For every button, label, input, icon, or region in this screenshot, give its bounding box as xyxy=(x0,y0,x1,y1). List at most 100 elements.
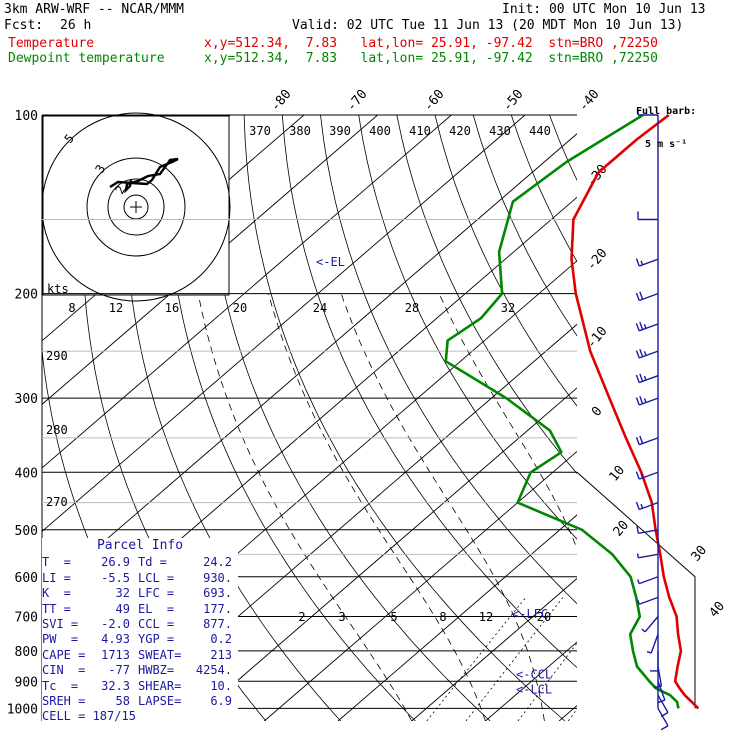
parcel-info-row: SREH = 58 LAPSE= 6.9 xyxy=(42,694,238,709)
parcel-param-label: CAPE = xyxy=(42,647,86,662)
pressure-tick-label: 800 xyxy=(15,645,38,660)
wind-barb xyxy=(635,395,659,406)
barb-legend-line1: Full barb: xyxy=(636,106,697,117)
parcel-param-value: 26.9 xyxy=(101,555,130,570)
barb-flag xyxy=(637,599,640,605)
parcel-info-title: Parcel Info xyxy=(96,538,184,553)
wind-barb xyxy=(635,471,659,480)
barb-flag xyxy=(635,436,640,445)
barb-staff xyxy=(638,397,659,406)
level-marker: <-CCL xyxy=(516,668,552,682)
theta-label: 280 xyxy=(46,423,68,437)
parcel-param-label: CIN = xyxy=(42,663,86,678)
barb-staff xyxy=(650,634,659,654)
pressure-tick-label: 400 xyxy=(15,466,38,481)
hodograph-ring xyxy=(107,178,165,236)
parcel-param-value: 693. xyxy=(203,586,232,601)
wind-barb xyxy=(637,596,659,605)
isotherm-line xyxy=(42,133,577,596)
theta-e-label: 440 xyxy=(529,124,551,138)
parcel-param-label: SREH = xyxy=(42,694,86,709)
parcel-param-label: Td = xyxy=(138,555,167,570)
hodograph-axis-label: 28 xyxy=(405,301,419,315)
parcel-param-label: TT = xyxy=(42,601,71,616)
isotherm-line xyxy=(42,115,452,469)
parcel-info-row: PW = 4.93 YGP = 0.2 xyxy=(42,632,238,647)
isotherm-line xyxy=(42,115,378,405)
barb-flag xyxy=(635,471,640,480)
wind-barb xyxy=(636,525,659,534)
parcel-param-label: SVI = xyxy=(42,617,79,632)
hodograph-ring xyxy=(86,157,186,257)
mixing-ratio-line xyxy=(465,597,564,721)
level-marker: <-LCL xyxy=(516,683,552,697)
barb-flag xyxy=(643,375,647,381)
isotherm-label: 20 xyxy=(611,518,633,540)
barb-flag xyxy=(639,291,644,300)
pressure-tick-label: 1000 xyxy=(7,702,38,717)
legend-dewpoint-info: x,y=512.34, 7.83 lat,lon= 25.91, -97.42 … xyxy=(204,51,658,66)
level-marker: <-EL xyxy=(316,255,345,269)
barb-flag xyxy=(635,501,640,510)
wind-barb xyxy=(637,211,658,221)
barb-staff xyxy=(638,553,659,559)
parcel-info-rows: T = 26.9 Td = 24.2 LI = -5.5 LCL = 930. K = 32 LFC… xyxy=(42,555,238,709)
parcel-param-value: 4.93 xyxy=(101,632,130,647)
isotherm-line xyxy=(633,115,740,721)
parcel-param-value: 10. xyxy=(210,678,232,693)
theta-e-label: 420 xyxy=(449,124,471,138)
pressure-tick-label: 500 xyxy=(15,524,38,539)
dry-adiabat-line xyxy=(205,115,491,721)
parcel-param-value: -77 xyxy=(108,663,130,678)
wind-barb xyxy=(657,694,669,718)
parcel-param-label: HWBZ= xyxy=(138,663,175,678)
parcel-param-label: PW = xyxy=(42,632,79,647)
hodograph-axis-label: 8 xyxy=(68,301,75,315)
parcel-param-value: 32 xyxy=(115,586,130,601)
profiles: <-EL <-LFC <-CCL<-LCL xyxy=(316,113,700,710)
barb-staff xyxy=(638,350,659,359)
moist-adiabat-line xyxy=(197,293,413,721)
moist-adiabat-line xyxy=(340,293,545,721)
isotherm-line xyxy=(707,115,740,721)
mixing-ratio-label: 20 xyxy=(537,610,551,624)
theta-e-label: 370 xyxy=(249,124,271,138)
hodograph-axis-label: 24 xyxy=(313,301,327,315)
barb-flag xyxy=(635,292,640,301)
theta-e-label: 400 xyxy=(369,124,391,138)
parcel-param-value: 1713 xyxy=(101,647,130,662)
model-title: 3km ARW-WRF -- NCAR/MMM xyxy=(4,2,185,17)
barb-staff xyxy=(644,616,659,633)
isotherm-label: 10 xyxy=(607,463,629,485)
mixing-ratio-label: 12 xyxy=(479,610,493,624)
mixing-ratio-label: 5 xyxy=(390,610,397,624)
isotherm-line xyxy=(558,704,577,721)
barb-flag xyxy=(640,473,644,479)
parcel-param-value: -2.0 xyxy=(101,617,130,632)
parcel-info-row: CIN = -77 HWBZ= 4254. xyxy=(42,663,238,678)
isotherm-line xyxy=(190,387,577,721)
wind-barb xyxy=(635,321,659,332)
wind-barb xyxy=(646,634,659,654)
parcel-info-row: LI = -5.5 LCL = 930. xyxy=(42,571,238,586)
barb-flag xyxy=(635,323,640,332)
parcel-param-value: 24.2 xyxy=(203,555,232,570)
dry-adiabat-line xyxy=(472,115,577,337)
parcel-info-row: TT = 49 EL = 177. xyxy=(42,602,238,617)
isotherm-label: 40 xyxy=(707,599,729,621)
wind-barb xyxy=(635,291,659,302)
parcel-cell: CELL = 187/15 xyxy=(42,709,136,724)
mixing-ratio-line xyxy=(426,597,527,721)
barb-flag xyxy=(639,395,644,404)
dry-adiabat-line xyxy=(396,115,577,475)
parcel-param-value: 213 xyxy=(210,647,232,662)
barb-staff xyxy=(657,666,663,687)
barb-legend-line2: 5 m s⁻¹ xyxy=(645,139,688,150)
barb-flag xyxy=(635,350,640,359)
dry-adiabat-line xyxy=(358,115,577,540)
wind-barb xyxy=(650,650,659,672)
mixing-ratio-grid xyxy=(197,293,577,721)
hodograph-axis-label: 16 xyxy=(165,301,179,315)
pressure-tick-label: 900 xyxy=(15,675,38,690)
